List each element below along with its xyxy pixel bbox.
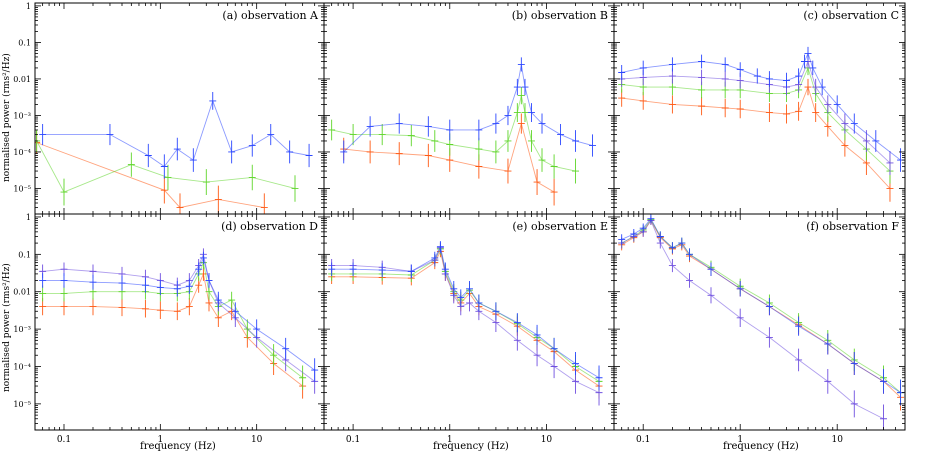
panel-5-orange-trace <box>331 250 600 387</box>
panel-3-series-blue <box>618 46 905 172</box>
panel-1-orange-trace <box>36 142 265 209</box>
panel-4-xtick-label: 0.1 <box>57 435 71 445</box>
panel-5-series-orange <box>328 245 603 399</box>
panel-4-title: (d) observation D <box>221 220 318 233</box>
panel-5-purple-trace <box>331 246 600 394</box>
panel-1-ytick-label: 10⁻⁴ <box>13 148 31 157</box>
panel-5-series-blue <box>328 241 603 390</box>
panel-4-series-purple <box>39 248 319 394</box>
panel-4-green-point <box>299 365 307 390</box>
panel-4-series-green <box>39 256 307 390</box>
panel-5-series-purple <box>328 242 603 406</box>
panel-4-series-orange <box>39 266 307 399</box>
panel-3-purple-trace <box>621 60 891 164</box>
panel-2-green-point <box>328 119 336 141</box>
panel-6-xtick-label: 10 <box>831 435 843 445</box>
panel-6-green-trace <box>621 218 901 393</box>
panel-2-frame <box>323 2 615 215</box>
panel-1-green-trace <box>36 140 296 193</box>
x-axis-label-3: frequency (Hz) <box>723 441 799 452</box>
panel-6-title: (f) observation F <box>806 220 899 233</box>
panel-5-xtick-label: 1 <box>447 435 453 445</box>
panel-4-ytick-label: 10⁻⁵ <box>13 400 31 409</box>
panel-3-blue-trace <box>621 52 901 161</box>
panel-6-blue-trace <box>621 217 901 393</box>
panel-4-frame <box>34 213 325 431</box>
panel-6-series-blue <box>618 214 905 406</box>
panel-4-ytick-label: 0.1 <box>18 250 31 259</box>
panel-1-frame <box>34 2 325 215</box>
panel-1-series-blue <box>39 92 313 179</box>
panel-4-blue-trace <box>42 256 315 371</box>
panel-3-green-trace <box>621 66 891 172</box>
panel-3-frame <box>613 2 906 215</box>
panel-1-ytick-label: 10⁻³ <box>13 111 31 120</box>
panel-2-title: (b) observation B <box>512 9 608 22</box>
panel-1-ytick-label: 1 <box>26 2 31 11</box>
panel-6-orange-trace <box>621 219 901 398</box>
panel-5-xtick-label: 10 <box>541 435 553 445</box>
panel-1-title: (a) observation A <box>222 9 319 22</box>
panel-4-ytick-label: 1 <box>26 213 31 222</box>
panel-3-title: (c) observation C <box>803 9 899 22</box>
panel-6-xtick-label: 1 <box>737 435 743 445</box>
panel-1-ytick-label: 0.1 <box>18 38 31 47</box>
panel-2-green-trace <box>331 95 576 172</box>
panel-4-ytick-label: 0.01 <box>13 288 31 297</box>
panel-1-ytick-label: 10⁻⁵ <box>13 184 31 193</box>
panel-6-xtick-label: 0.1 <box>636 435 650 445</box>
panel-3-series-orange <box>618 78 894 202</box>
panel-1-series-orange <box>35 131 268 214</box>
panel-4-ytick-label: 10⁻⁴ <box>13 362 31 371</box>
panel-4-xtick-label: 1 <box>157 435 163 445</box>
panel-3-series-green <box>618 60 894 184</box>
panel-5-blue-trace <box>331 245 600 379</box>
y-axis-label-bottom: normalised power (rms²/Hz) <box>2 263 12 392</box>
panel-1-green-point <box>291 175 299 202</box>
y-axis-label-top: normalised power (rms²/Hz) <box>2 53 12 182</box>
panel-1-ytick-label: 0.01 <box>13 75 31 84</box>
panel-3-orange-trace <box>621 85 891 189</box>
panel-5-green-trace <box>331 247 600 382</box>
panel-2-series-blue <box>340 57 597 164</box>
panel-4-ytick-label: 10⁻³ <box>13 325 31 334</box>
panel-1-blue-trace <box>42 99 310 168</box>
panel-6-frame <box>613 213 906 431</box>
panel-3-series-purple <box>618 54 894 175</box>
panel-2-series-orange <box>340 113 558 206</box>
panel-4-purple-trace <box>42 252 315 382</box>
panel-4-xtick-label: 10 <box>251 435 263 445</box>
panel-4-green-trace <box>42 261 303 379</box>
x-axis-label-2: frequency (Hz) <box>433 441 509 452</box>
panel-6-series-purple <box>618 216 887 430</box>
x-axis-label-1: frequency (Hz) <box>140 441 216 452</box>
panel-2-orange-trace <box>343 121 555 193</box>
panel-6-purple-trace <box>621 219 884 420</box>
panel-2-series-green <box>328 86 580 184</box>
panel-2-blue-trace <box>343 64 593 153</box>
panel-5-frame <box>323 213 615 431</box>
panel-2-blue-point <box>589 134 597 157</box>
panel-5-title: (e) observation E <box>512 220 608 233</box>
panel-4-orange-trace <box>42 272 303 387</box>
panel-4-series-blue <box>39 251 319 382</box>
panel-5-xtick-label: 0.1 <box>346 435 360 445</box>
